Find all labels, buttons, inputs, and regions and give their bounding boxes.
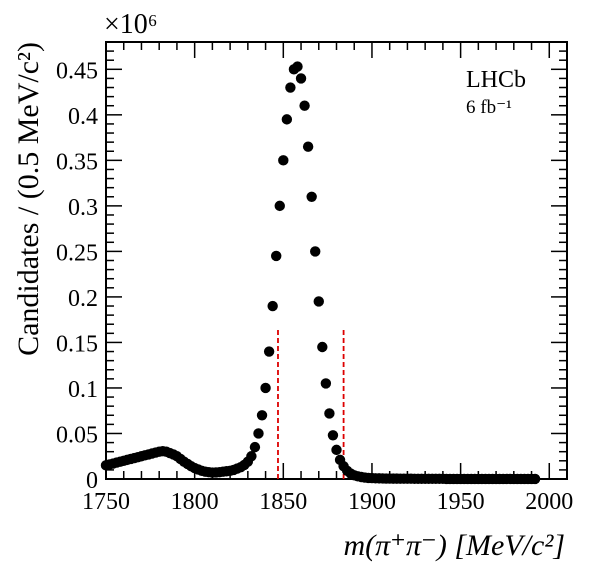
data-point [529,473,541,485]
luminosity-label: 6 fb⁻¹ [466,97,512,118]
data-point [302,141,314,152]
x-tick-label: 1850 [259,489,307,515]
y-tick-label: 0.3 [68,195,98,221]
x-tick-label: 1800 [171,489,219,515]
experiment-label: LHCb [466,67,526,93]
signal-window-lines [277,328,345,479]
y-tick-label: 0.35 [56,149,98,175]
data-point [313,296,324,307]
data-point [249,441,261,453]
x-axis-title: m(π⁺π⁻) [MeV/c²] [344,529,566,562]
x-tick-label: 1750 [82,489,130,515]
data-point [281,114,293,125]
y-tick-label: 0.45 [56,58,98,84]
y-tick-label: 0.25 [56,240,98,266]
data-point [260,382,271,394]
data-point [317,341,328,353]
x-tick-label: 1900 [348,489,396,515]
y-multiplier-label: ×10⁶ [104,9,158,40]
data-point [263,346,275,357]
y-axis-title: Candidates / (0.5 MeV/c²) [12,42,45,356]
data-point [327,430,339,441]
data-point [292,61,303,72]
data-point [295,73,307,84]
y-tick-label: 0.2 [68,286,98,312]
data-point [253,428,264,439]
y-tick-label: 0 [86,468,98,494]
data-points [100,61,541,485]
data-point [278,155,289,166]
y-tick-label: 0.1 [68,377,98,403]
x-tick-labels: 1750 1800 1850 1900 1950 2000 [82,489,573,515]
data-point [274,200,285,212]
data-point [320,378,332,389]
data-point [267,300,278,312]
data-point [299,100,310,111]
data-point [331,444,342,456]
x-tick-label: 2000 [525,489,573,515]
data-point [256,410,268,421]
data-point [285,82,296,93]
y-tick-label: 0.4 [68,104,98,130]
data-point [324,408,335,419]
y-tick-labels: 0 0.05 0.1 0.15 0.2 0.25 0.3 0.35 0.4 0.45 [56,58,98,494]
axis-ticks [105,41,568,480]
data-point [246,451,257,462]
data-point [306,191,317,202]
y-tick-label: 0.05 [56,422,98,448]
x-tick-label: 1950 [437,489,485,515]
data-point [310,246,321,257]
y-tick-label: 0.15 [56,331,98,357]
data-point [271,250,282,262]
